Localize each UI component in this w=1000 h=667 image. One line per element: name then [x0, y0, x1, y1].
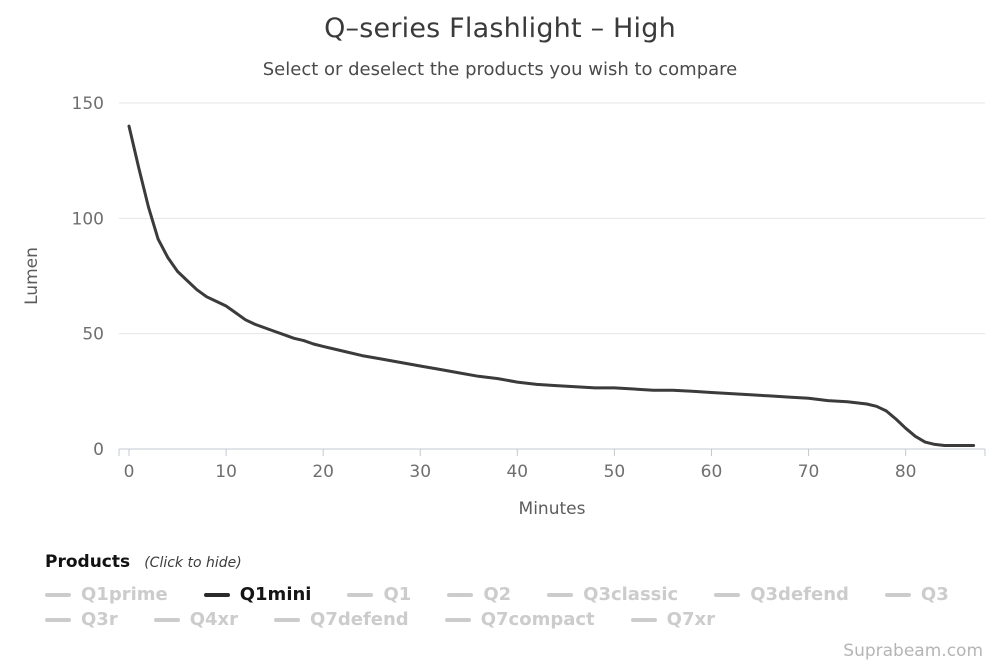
legend-header: Products (Click to hide) [45, 552, 242, 572]
legend-item-q3classic[interactable]: Q3classic [547, 584, 678, 605]
series-swatch-icon [714, 592, 741, 597]
legend-item-label: Q7defend [310, 609, 409, 630]
series-swatch-icon [347, 592, 374, 597]
x-tick-label-80: 80 [895, 462, 917, 482]
legend-item-label: Q4xr [189, 609, 239, 630]
legend-item-q3defend[interactable]: Q3defend [714, 584, 849, 605]
series-swatch-icon [447, 592, 474, 597]
legend-hint: (Click to hide) [144, 555, 242, 571]
series-swatch-icon [45, 617, 71, 622]
chart-title: Q–series Flashlight – High [324, 13, 676, 44]
series-swatch-icon [444, 617, 471, 622]
x-tick-label-60: 60 [701, 462, 723, 482]
y-tick-label-100: 100 [72, 209, 104, 229]
legend-item-q1[interactable]: Q1 [347, 584, 411, 605]
legend-item-q7defend[interactable]: Q7defend [274, 609, 409, 630]
legend-item-label: Q1 [383, 584, 412, 605]
legend-row: Q3r Q4xr Q7defend Q7compact Q7xr [45, 609, 980, 630]
x-axis-title: Minutes [519, 499, 586, 519]
legend-item-label: Q1mini [239, 584, 312, 605]
legend-item-label: Q1prime [81, 584, 168, 605]
legend-item-label: Q7xr [666, 609, 715, 630]
legend-item-q1mini[interactable]: Q1mini [203, 584, 312, 605]
y-tick-label-50: 50 [82, 325, 104, 345]
x-tick-label-30: 30 [409, 462, 431, 482]
series-swatch-icon [203, 592, 230, 597]
x-tick-label-50: 50 [604, 462, 626, 482]
legend-item-q3[interactable]: Q3 [884, 584, 949, 605]
series-swatch-icon [630, 617, 657, 622]
legend-item-label: Q3 [920, 584, 949, 605]
series-swatch-icon [274, 617, 301, 622]
legend-item-label: Q3r [81, 609, 118, 630]
legend-item-label: Q7compact [480, 609, 595, 630]
legend-item-q2[interactable]: Q2 [447, 584, 511, 605]
legend-item-q7xr[interactable]: Q7xr [630, 609, 715, 630]
legend-heading: Products [45, 552, 131, 572]
watermark: Suprabeam.com [843, 641, 983, 661]
chart-subtitle: Select or deselect the products you wish… [262, 59, 738, 80]
series-swatch-icon [884, 592, 911, 597]
legend-item-q1prime[interactable]: Q1prime [45, 584, 168, 605]
y-tick-label-150: 150 [72, 94, 104, 114]
y-axis-title: Lumen [22, 247, 42, 305]
legend: Q1prime Q1mini Q1 Q2 Q3classic Q3defend Q3 Q3r Q… [45, 584, 980, 630]
legend-item-label: Q2 [483, 584, 512, 605]
x-tick-label-70: 70 [798, 462, 820, 482]
legend-item-q4xr[interactable]: Q4xr [153, 609, 239, 630]
x-tick-label-10: 10 [215, 462, 237, 482]
legend-row: Q1prime Q1mini Q1 Q2 Q3classic Q3defend Q3 [45, 584, 980, 605]
legend-item-label: Q3classic [583, 584, 679, 605]
y-tick-label-0: 0 [93, 440, 104, 460]
series-swatch-icon [547, 592, 574, 597]
legend-item-q7compact[interactable]: Q7compact [444, 609, 595, 630]
legend-item-label: Q3defend [750, 584, 849, 605]
series-swatch-icon [45, 592, 71, 597]
series-line-q1mini [127, 124, 976, 447]
legend-item-q3r[interactable]: Q3r [45, 609, 118, 630]
x-tick-label-0: 0 [124, 462, 135, 482]
series-swatch-icon [153, 617, 180, 622]
x-tick-label-20: 20 [312, 462, 334, 482]
line-chart-plot: 0 10 20 30 40 50 60 70 80 0 50 100 150 Minutes Lumen [22, 94, 986, 519]
x-tick-label-40: 40 [506, 462, 528, 482]
